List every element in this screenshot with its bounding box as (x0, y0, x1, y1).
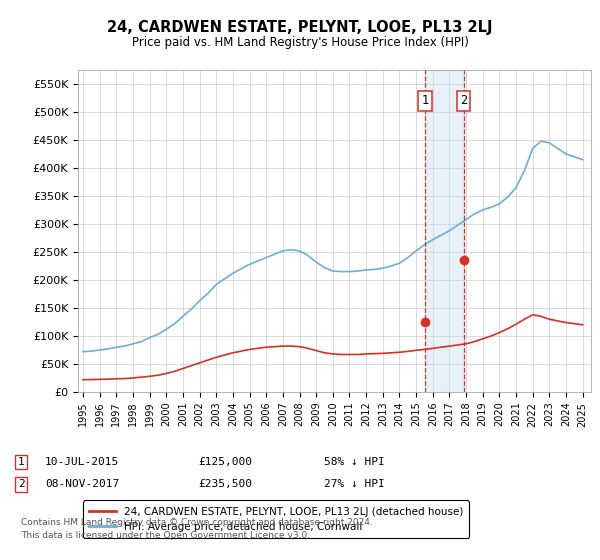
Bar (425, 70, 464, 392)
Text: 1: 1 (421, 94, 428, 108)
Text: £235,500: £235,500 (198, 479, 252, 489)
Text: 2: 2 (17, 479, 25, 489)
Text: 10-JUL-2015: 10-JUL-2015 (45, 457, 119, 467)
Text: 58% ↓ HPI: 58% ↓ HPI (324, 457, 385, 467)
Text: 24, CARDWEN ESTATE, PELYNT, LOOE, PL13 2LJ: 24, CARDWEN ESTATE, PELYNT, LOOE, PL13 2… (107, 20, 493, 35)
Text: 1: 1 (17, 457, 25, 467)
Text: Price paid vs. HM Land Registry's House Price Index (HPI): Price paid vs. HM Land Registry's House … (131, 36, 469, 49)
Text: £125,000: £125,000 (198, 457, 252, 467)
Text: 08-NOV-2017: 08-NOV-2017 (45, 479, 119, 489)
Text: 2: 2 (460, 94, 467, 108)
Text: Contains HM Land Registry data © Crown copyright and database right 2024.
This d: Contains HM Land Registry data © Crown c… (21, 519, 373, 540)
Text: 27% ↓ HPI: 27% ↓ HPI (324, 479, 385, 489)
Legend: 24, CARDWEN ESTATE, PELYNT, LOOE, PL13 2LJ (detached house), HPI: Average price,: 24, CARDWEN ESTATE, PELYNT, LOOE, PL13 2… (83, 501, 469, 538)
